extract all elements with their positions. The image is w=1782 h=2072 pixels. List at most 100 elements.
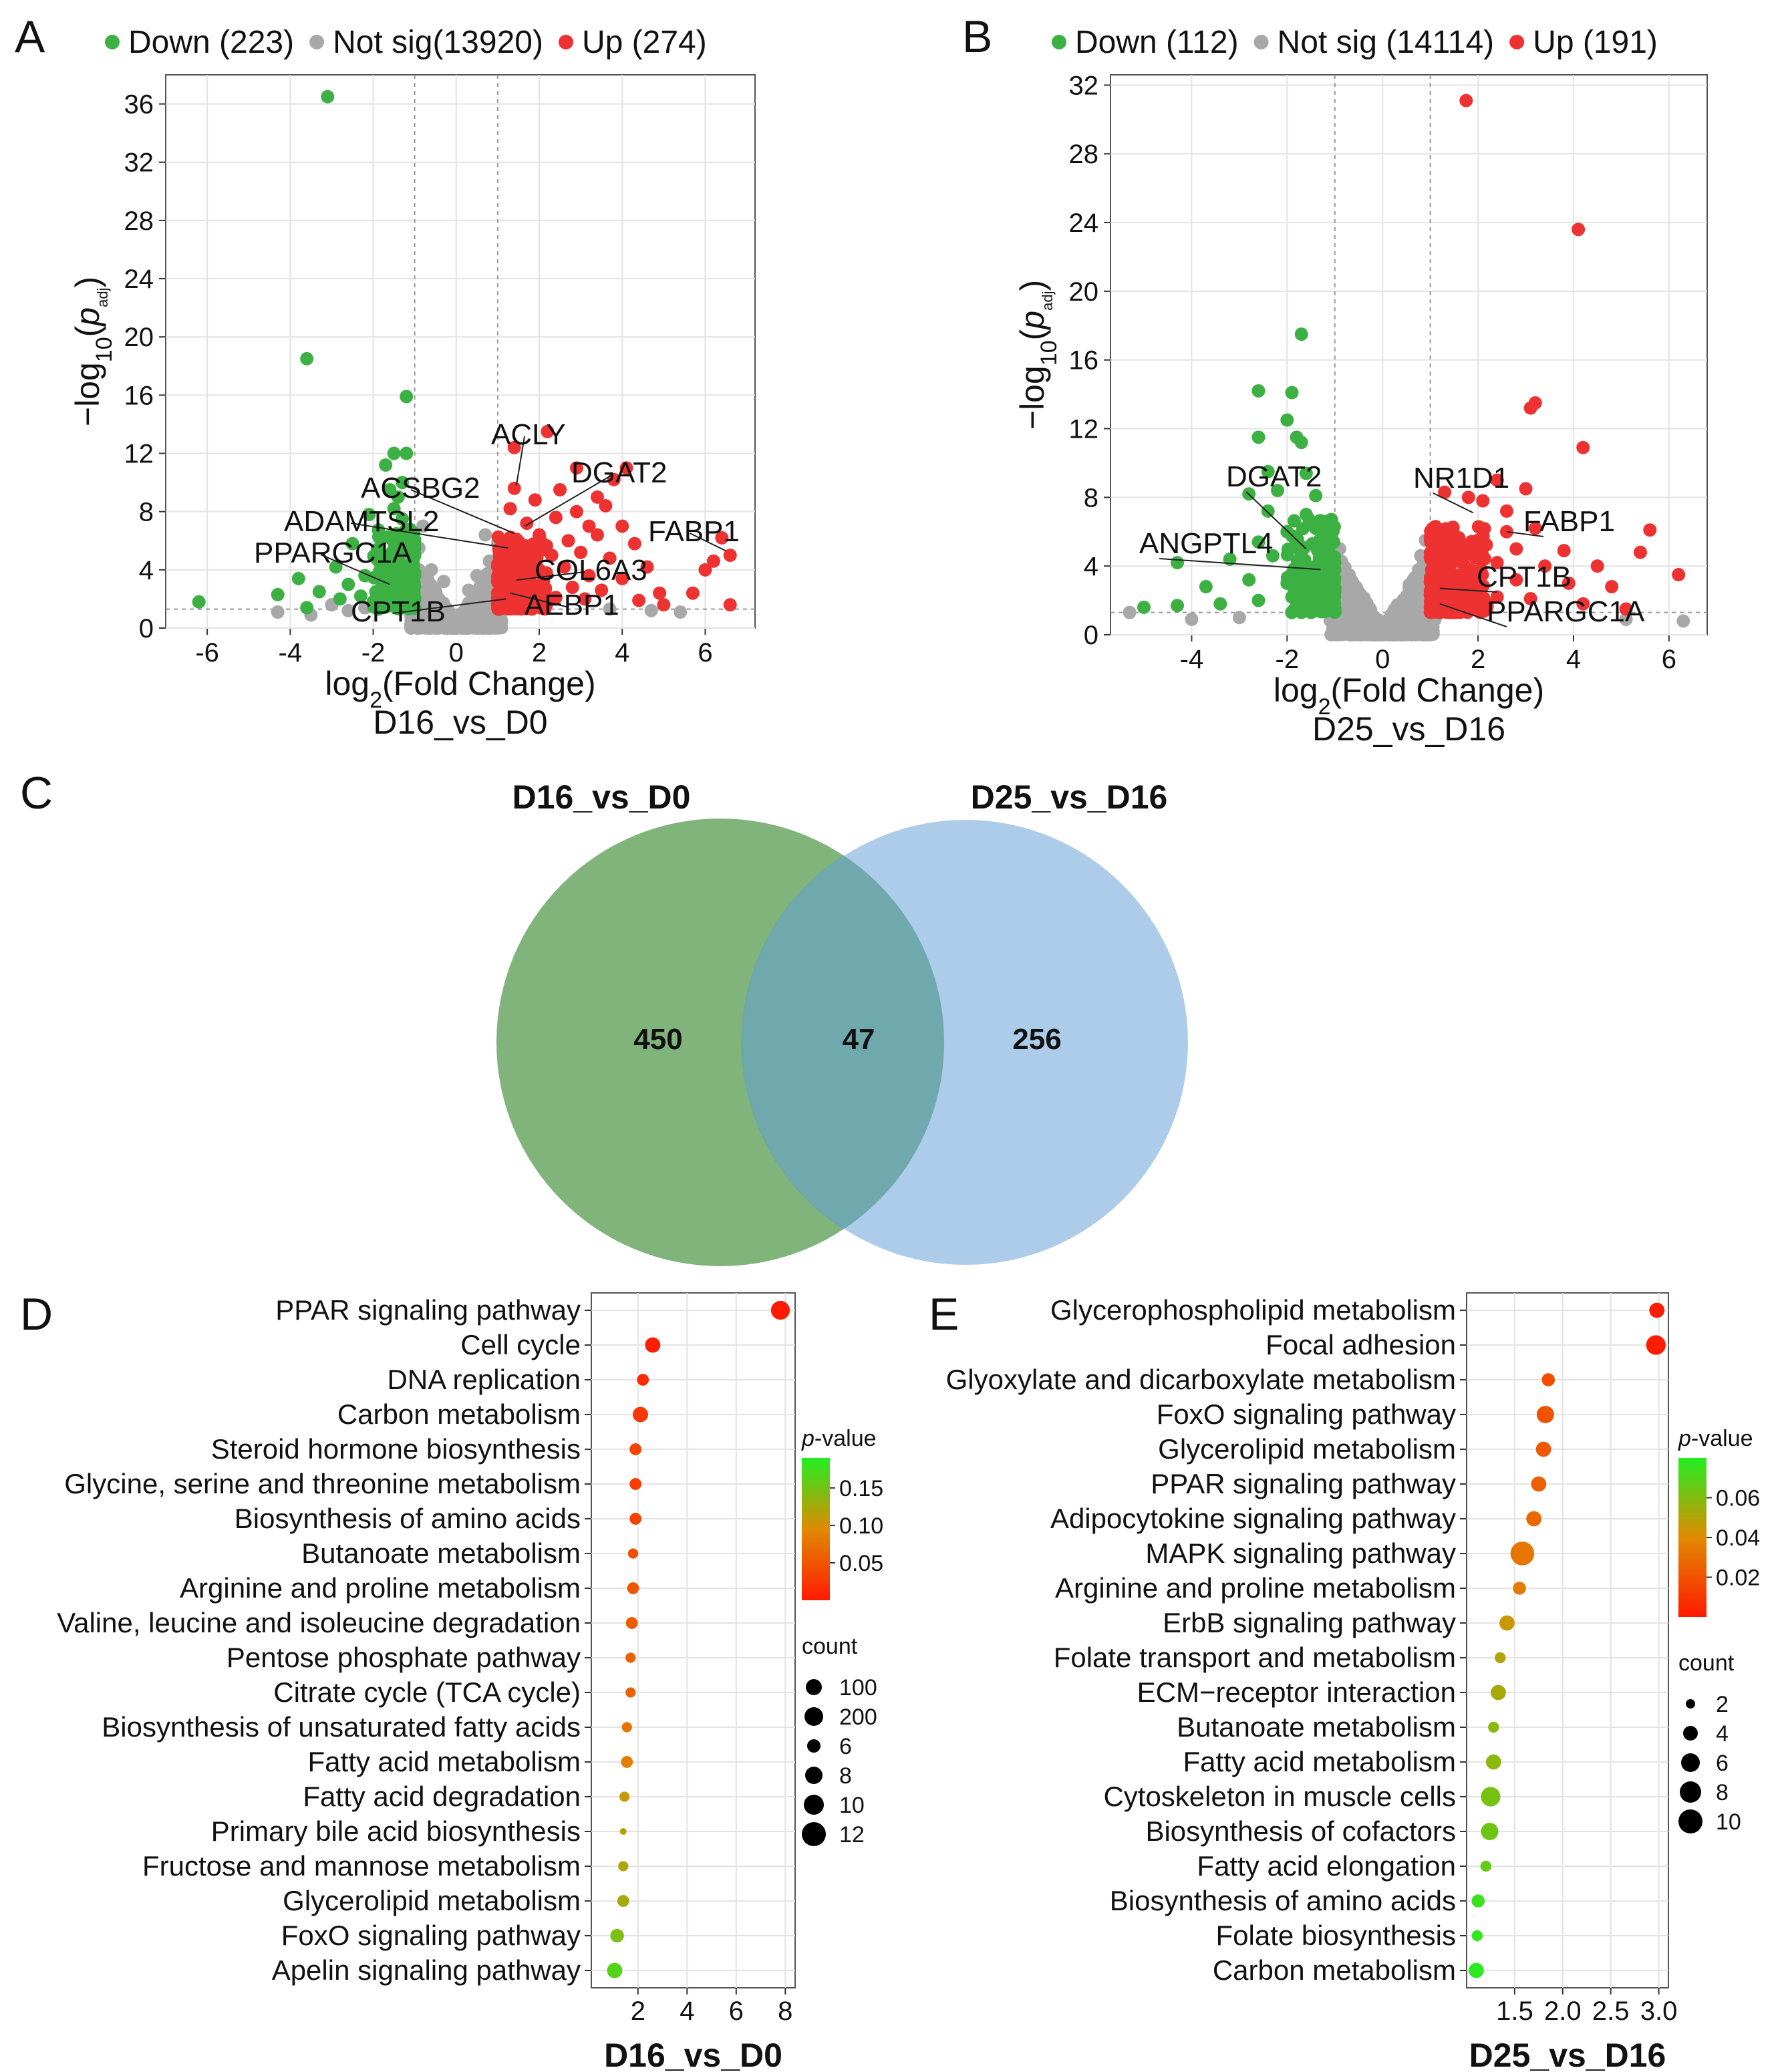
up-point <box>657 598 671 612</box>
pathway-term-label: Biosynthesis of amino acids <box>1110 1885 1456 1916</box>
comparison-title: D25_vs_D16 <box>1312 710 1505 748</box>
up-point <box>1424 604 1438 618</box>
pathway-term-label: Glycerophospholipid metabolism <box>1050 1294 1456 1326</box>
pathway-term-label: Carbon metabolism <box>1213 1954 1456 1986</box>
down-point <box>387 446 401 460</box>
up-point <box>494 569 508 583</box>
enrichment-dot <box>629 1478 642 1490</box>
up-point <box>582 519 596 533</box>
not-sig-point <box>1356 596 1370 610</box>
up-point <box>491 602 505 616</box>
legend-down-marker <box>105 35 120 49</box>
down-point <box>383 575 397 589</box>
down-point <box>383 531 397 545</box>
plot-frame <box>1466 1292 1669 1988</box>
down-point <box>1251 535 1266 549</box>
x-tick-label: 6 <box>698 638 712 668</box>
not-sig-point <box>478 528 492 542</box>
count-legend-label: 12 <box>839 1822 865 1847</box>
enrichment-dot <box>1541 1373 1555 1386</box>
down-point <box>1213 597 1227 611</box>
gene-label-leader <box>1433 492 1474 514</box>
x-tick-label: 4 <box>1566 645 1581 674</box>
panel-b: B Down (112) Not sig (14114) Up (191) -4 -2 0 2… <box>962 11 1708 748</box>
enrichment-dot <box>617 1895 629 1907</box>
up-point <box>503 535 517 549</box>
not-sig-point <box>416 519 430 533</box>
gene-label: AEBP1 <box>525 589 619 621</box>
down-point <box>300 351 314 365</box>
enrichment-dot <box>627 1582 639 1594</box>
down-point <box>1199 580 1213 594</box>
enrichment-dot <box>629 1513 642 1525</box>
up-point <box>1619 602 1633 616</box>
x-tick-label: 2.0 <box>1544 1996 1582 2026</box>
up-point <box>1590 559 1604 573</box>
down-point <box>398 565 412 579</box>
x-tick-label: -6 <box>195 638 219 668</box>
count-legend-dot <box>806 1679 822 1695</box>
down-point <box>1290 539 1304 553</box>
enrichment-dot <box>637 1374 649 1386</box>
up-point <box>1442 568 1456 582</box>
panel-letter: E <box>929 1289 959 1340</box>
enrichment-dot <box>610 1928 624 1943</box>
x-tick-label: 0 <box>1375 645 1390 674</box>
not-sig-point <box>414 611 428 625</box>
enrichment-dot <box>1535 1441 1551 1457</box>
up-point <box>619 461 633 475</box>
down-point <box>1299 466 1313 480</box>
enrichment-dot <box>627 1548 639 1559</box>
down-point <box>387 589 401 603</box>
not-sig-point <box>478 615 492 629</box>
down-point <box>1261 464 1275 478</box>
down-point <box>400 390 414 404</box>
count-legend-dot <box>802 1822 826 1846</box>
pathway-term-label: Glycine, serine and threonine metabolism <box>64 1468 581 1499</box>
x-tick-label: -4 <box>1180 645 1204 674</box>
gene-label: ADAMTSL2 <box>284 505 439 538</box>
venn-set-b-title: D25_vs_D16 <box>971 778 1168 816</box>
enrichment-dot <box>1481 1823 1499 1840</box>
enrichment-dot <box>1495 1652 1506 1664</box>
down-point <box>1319 527 1333 541</box>
legend-down-marker <box>1052 35 1066 49</box>
legend-not-sig: Not sig (14114) <box>1278 25 1495 60</box>
count-legend-label: 10 <box>1716 1809 1741 1835</box>
gene-label: DGAT2 <box>571 456 667 489</box>
count-legend-title: count <box>802 1634 858 1659</box>
down-point <box>1286 567 1300 581</box>
not-sig-point <box>424 602 438 616</box>
up-point <box>1490 556 1504 570</box>
up-point <box>569 461 583 475</box>
x-tick-label: -2 <box>1276 645 1300 674</box>
pathway-term-label: Focal adhesion <box>1266 1329 1456 1360</box>
gene-label-leader <box>350 523 508 549</box>
count-legend-dot <box>1683 1726 1698 1741</box>
up-point <box>1429 561 1443 575</box>
gene-label-leader <box>410 489 515 535</box>
down-point <box>1314 569 1328 583</box>
down-point <box>1266 549 1280 563</box>
down-point <box>1251 430 1266 444</box>
pathway-term-label: Arginine and proline metabolism <box>180 1572 581 1604</box>
legend-not-sig-marker <box>1253 35 1269 49</box>
down-point <box>1280 413 1294 427</box>
down-point <box>333 592 347 606</box>
up-point <box>528 563 542 577</box>
up-point <box>582 569 596 583</box>
not-sig-point <box>674 605 688 619</box>
y-tick-label: 16 <box>1069 346 1099 376</box>
enrichment-dot <box>1488 1721 1499 1733</box>
up-point <box>1672 568 1686 582</box>
gene-label: FABP1 <box>1523 505 1615 538</box>
gene-label-leader <box>516 571 585 581</box>
gene-label-leader <box>320 554 390 585</box>
enrichment-dot <box>1468 1962 1484 1978</box>
venn-only-b: 256 <box>1012 1023 1061 1056</box>
down-point <box>1242 573 1256 587</box>
enrichment-dot <box>1646 1335 1666 1355</box>
pathway-term-label: Folate biosynthesis <box>1215 1920 1456 1951</box>
enrichment-dot <box>1471 1894 1485 1908</box>
